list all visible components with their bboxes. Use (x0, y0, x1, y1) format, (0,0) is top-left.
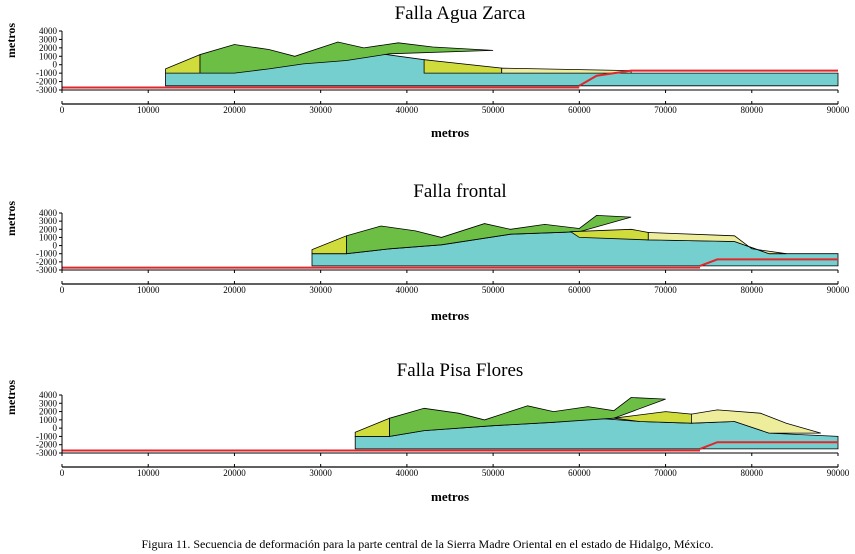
y-tick-label: 0 (53, 423, 58, 433)
x-tick-label: 70000 (654, 468, 677, 478)
x-tick-label: 90000 (827, 285, 850, 295)
yellow-front (311, 235, 347, 255)
green-main (389, 397, 666, 437)
chart-title: Falla frontal (413, 181, 507, 202)
x-tick-label: 40000 (396, 105, 419, 115)
yellow-front (354, 417, 391, 437)
y-tick-label: 4000 (39, 26, 58, 36)
x-tick-label: 30000 (309, 285, 332, 295)
x-tick-label: 50000 (482, 285, 505, 295)
y-tick-label: -1000 (36, 431, 57, 441)
red-ramp (699, 441, 838, 450)
x-tick-label: 20000 (223, 285, 246, 295)
x-axis-label: metros (430, 489, 470, 504)
yellow-back (423, 59, 503, 74)
chart-panel-3: Falla Pisa Flores metros 4000 3000 2000 100… (0, 357, 855, 507)
y-tick-label: 0 (53, 241, 58, 251)
x-tick-label: 40000 (396, 285, 419, 295)
x-tick-label: 30000 (309, 468, 332, 478)
y-tick-label: -3000 (36, 448, 57, 458)
x-tick-label: 20000 (223, 105, 246, 115)
y-tick-label: -1000 (36, 68, 57, 78)
x-tick-label: 60000 (568, 285, 591, 295)
y-tick-label: -3000 (36, 265, 57, 275)
y-tick-label: 3000 (39, 34, 58, 44)
y-tick-label: 3000 (39, 216, 58, 226)
y-tick-label: 2000 (39, 43, 58, 53)
y-tick-label: 2000 (39, 407, 58, 417)
x-tick-label: 0 (60, 468, 65, 478)
x-tick-label: 50000 (482, 105, 505, 115)
y-tick-label: 4000 (39, 208, 58, 218)
y-tick-label: 2000 (39, 224, 58, 234)
x-tick-label: 10000 (137, 468, 160, 478)
y-tick-label: -1000 (36, 249, 57, 259)
pale-flat (647, 232, 787, 255)
chart-title: Falla Agua Zarca (394, 3, 526, 24)
y-tick-label: -2000 (36, 257, 57, 267)
x-tick-label: 0 (60, 105, 65, 115)
yellow-front (165, 54, 201, 74)
x-tick-label: 50000 (482, 468, 505, 478)
x-tick-label: 60000 (568, 105, 591, 115)
x-tick-label: 30000 (309, 105, 332, 115)
chart-panel-2: Falla frontal metros 4000 3000 2000 1000 0 -1… (0, 178, 855, 328)
green-main (346, 214, 632, 255)
x-tick-label: 80000 (741, 105, 764, 115)
red-ramp (699, 258, 838, 267)
x-tick-label: 90000 (827, 105, 850, 115)
y-tick-label: 0 (53, 60, 58, 70)
x-tick-label: 90000 (827, 468, 850, 478)
x-tick-label: 70000 (654, 105, 677, 115)
y-tick-label: 4000 (39, 390, 58, 400)
red-ramp (578, 69, 838, 87)
y-tick-label: 1000 (39, 415, 58, 425)
x-tick-label: 10000 (137, 105, 160, 115)
y-tick-label: -2000 (36, 77, 57, 87)
green-main (199, 41, 494, 74)
y-tick-label: 3000 (39, 398, 58, 408)
x-axis-label: metros (430, 125, 470, 140)
y-tick-label: -2000 (36, 440, 57, 450)
x-tick-label: 10000 (137, 285, 160, 295)
chart-panel-1: Falla Agua Zarca metros 4000 3000 2000 1000… (0, 0, 855, 150)
y-tick-label: 1000 (39, 232, 58, 242)
x-tick-label: 0 (60, 285, 65, 295)
x-tick-label: 80000 (741, 468, 764, 478)
x-tick-label: 40000 (396, 468, 419, 478)
pale-flat (501, 67, 632, 74)
chart-title: Falla Pisa Flores (396, 360, 524, 381)
x-tick-label: 20000 (223, 468, 246, 478)
figure-caption: Figura 11. Secuencia de deformación para… (141, 537, 714, 551)
x-tick-label: 70000 (654, 285, 677, 295)
x-tick-label: 60000 (568, 468, 591, 478)
x-tick-label: 80000 (741, 285, 764, 295)
pale-flat (691, 409, 821, 434)
x-axis-label: metros (430, 308, 470, 323)
y-tick-label: 1000 (39, 51, 58, 61)
y-tick-label: -3000 (36, 85, 57, 95)
